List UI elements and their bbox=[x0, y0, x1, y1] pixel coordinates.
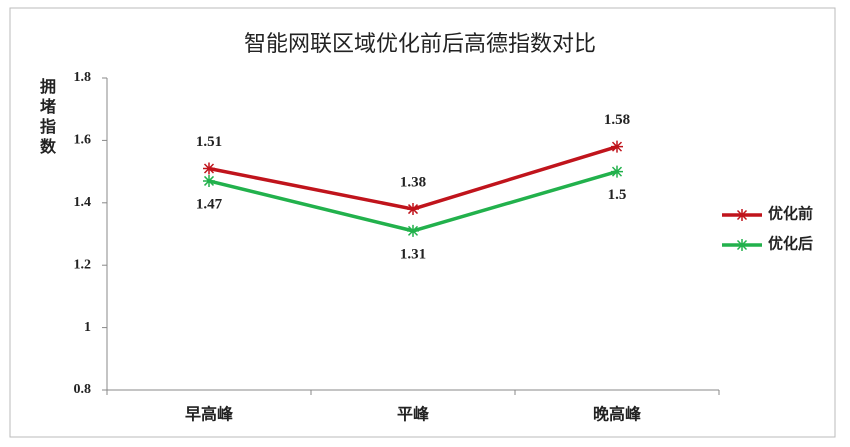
chart-border bbox=[9, 7, 836, 438]
marker bbox=[203, 174, 215, 187]
y-axis-label: 拥堵指数 bbox=[40, 77, 57, 156]
data-label: 1.5 bbox=[608, 187, 627, 203]
data-label: 1.38 bbox=[400, 174, 426, 190]
data-label: 1.58 bbox=[604, 112, 630, 128]
x-tick-label: 早高峰 bbox=[185, 405, 234, 424]
x-tick-label: 平峰 bbox=[397, 405, 430, 424]
x-tick-label: 晚高峰 bbox=[593, 405, 642, 424]
marker bbox=[407, 203, 419, 216]
y-tick-label: 1.6 bbox=[74, 133, 92, 148]
data-label: 1.31 bbox=[400, 246, 426, 262]
marker bbox=[611, 165, 623, 178]
legend-marker bbox=[736, 239, 748, 251]
legend-marker bbox=[736, 209, 748, 221]
marker bbox=[611, 140, 623, 153]
marker bbox=[407, 224, 419, 237]
legend-label: 优化后 bbox=[768, 234, 813, 252]
y-tick-label: 0.8 bbox=[74, 382, 92, 397]
marker bbox=[203, 162, 215, 175]
y-tick-label: 1.2 bbox=[74, 257, 92, 272]
data-label: 1.47 bbox=[196, 196, 223, 212]
chart-title: 智能网联区域优化前后高德指数对比 bbox=[244, 31, 596, 56]
y-tick-label: 1.8 bbox=[74, 70, 92, 85]
y-tick-label: 1.4 bbox=[74, 195, 92, 210]
legend-label: 优化前 bbox=[768, 204, 813, 222]
data-label: 1.51 bbox=[196, 134, 222, 150]
y-tick-label: 1 bbox=[84, 320, 91, 335]
